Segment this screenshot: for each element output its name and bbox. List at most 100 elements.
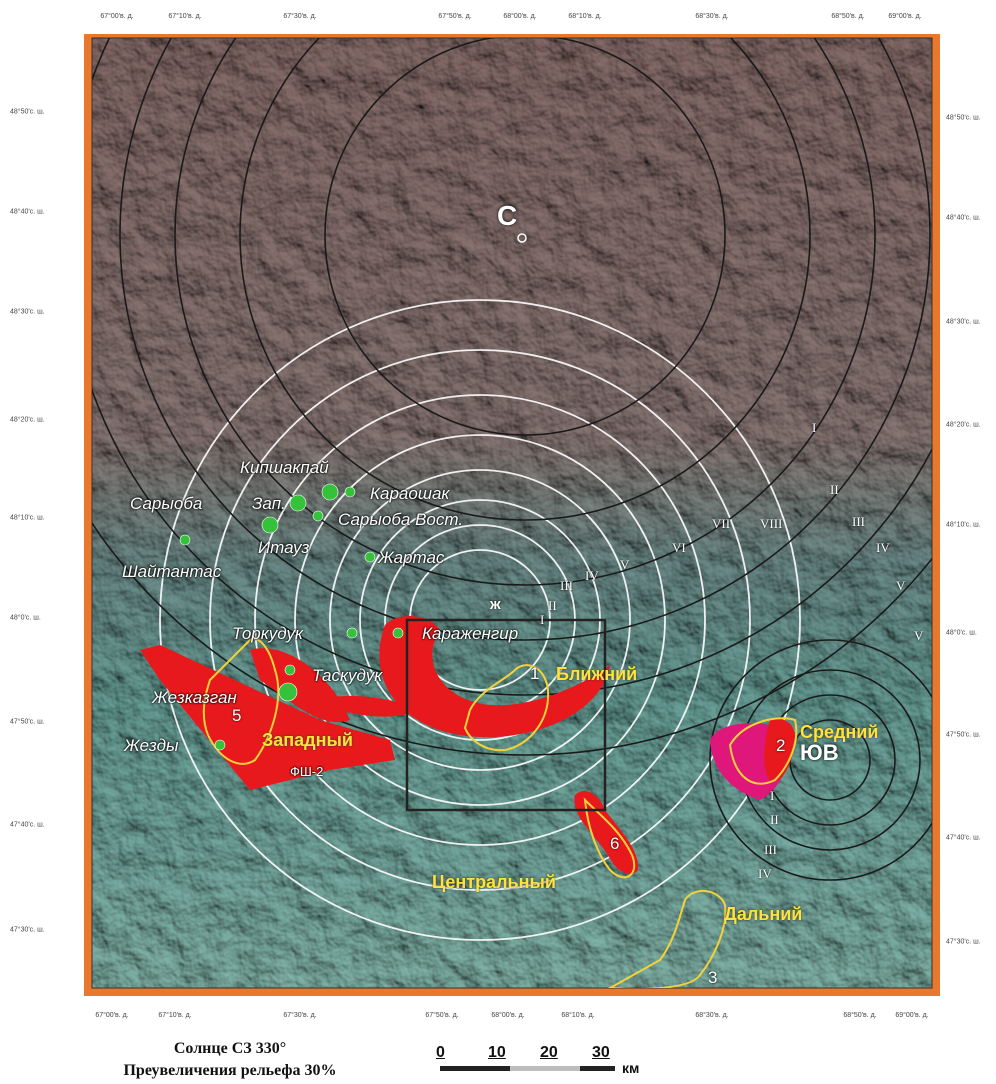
ring-label-white-4: IV <box>585 568 599 583</box>
area-label-tsentralny: Центральный <box>432 872 556 892</box>
ore-body-central-inner <box>320 695 420 717</box>
left-tick-2: 48°40'с. ш. <box>10 208 45 216</box>
area-label-dalniy: Дальний <box>724 904 803 924</box>
center-label-north: С <box>497 200 518 231</box>
caption-sun: Солнце СЗ 330° <box>173 1040 287 1057</box>
deposit-label-zhartas: Жартас <box>378 548 445 567</box>
ring-label-black-5: V <box>896 578 906 593</box>
left-tick-1: 48°50'с. ш. <box>10 108 45 116</box>
ring-label-se-3: III <box>764 842 777 857</box>
right-tick-2: 48°40'с. ш. <box>946 214 981 222</box>
deposit-label-saryoba: Сарыоба <box>130 494 203 513</box>
ring-label-white-5: V <box>620 557 630 572</box>
ring-label-white-2: II <box>548 598 557 613</box>
ore-body-west <box>140 645 395 790</box>
bottom-tick-1: 67°00'в. д. <box>95 1012 129 1019</box>
bottom-tick-8: 68°50'в. д. <box>843 1012 877 1019</box>
ring-label-black-2: II <box>830 482 839 497</box>
right-tick-1: 48°50'с. ш. <box>946 114 981 122</box>
area-number-2: 2 <box>776 736 786 755</box>
top-tick-8: 68°50'в. д. <box>831 13 865 20</box>
area-outlines <box>202 638 798 988</box>
bottom-tick-5: 68°00'в. д. <box>491 1012 525 1019</box>
study-area-rectangle <box>405 618 607 812</box>
deposit-label-karaoshak: Караошак <box>370 484 450 503</box>
area-number-5: 5 <box>232 706 242 725</box>
north-center-marker <box>517 233 527 243</box>
deposit-label-taskuduk: Таскудук <box>312 666 383 685</box>
ring-label-se-1: I <box>770 788 775 803</box>
scale-label-20: 20 <box>540 1044 558 1061</box>
right-tick-3: 48°30'с. ш. <box>946 318 981 326</box>
scale-label-0: 0 <box>436 1044 445 1061</box>
area-label-blizhniy: Ближний <box>556 664 638 684</box>
top-tick-1: 67°00'в. д. <box>100 13 134 20</box>
area-label-zapadny: Западный <box>262 730 353 750</box>
ring-label-black-4: IV <box>876 540 890 555</box>
left-tick-9: 47°30'с. ш. <box>10 926 45 934</box>
center-label-southeast: ЮВ <box>800 740 839 765</box>
top-tick-5: 68°00'в. д. <box>503 13 537 20</box>
bottom-tick-9: 69°00'в. д. <box>895 1012 929 1019</box>
top-tick-2: 67°10'в. д. <box>168 13 202 20</box>
ring-label-white-8: VIII <box>760 516 783 531</box>
bottom-tick-4: 67°50'в. д. <box>425 1012 459 1019</box>
deposit-label-shaitantas: Шайтантас <box>122 562 222 581</box>
deposit-label-karazhengir: Караженгир <box>422 624 519 643</box>
right-tick-6: 48°0'с. ш. <box>946 629 977 637</box>
area-number-3: 3 <box>708 968 718 987</box>
deposit-label-itauz: Итауз <box>258 538 310 557</box>
bottom-tick-6: 68°10'в. д. <box>561 1012 595 1019</box>
ore-body-central-south <box>574 790 639 875</box>
ring-label-white-1: I <box>540 612 545 627</box>
ore-body-southeast-2 <box>764 718 796 781</box>
area-number-6: 6 <box>610 834 620 853</box>
scale-label-10: 10 <box>488 1044 506 1061</box>
bottom-tick-3: 67°30'в. д. <box>283 1012 317 1019</box>
left-tick-4: 48°20'с. ш. <box>10 416 45 424</box>
deposit-label-torkuduk: Торкудук <box>232 624 303 643</box>
scale-label-30: 30 <box>592 1044 610 1061</box>
map-border <box>91 37 933 989</box>
right-tick-8: 47°40'с. ш. <box>946 834 981 842</box>
top-tick-7: 68°30'в. д. <box>695 13 729 20</box>
ring-label-black-1: I <box>812 420 817 435</box>
ring-label-se-4: IV <box>758 866 772 881</box>
left-tick-5: 48°10'с. ш. <box>10 514 45 522</box>
center-label-zh: ж <box>490 596 501 613</box>
ring-label-white-3: III <box>560 578 573 593</box>
deposit-label-zhezdy: Жезды <box>124 736 179 755</box>
black-ring-set-north <box>92 38 932 756</box>
bottom-tick-2: 67°10'в. д. <box>158 1012 192 1019</box>
top-tick-3: 67°30'в. д. <box>283 13 317 20</box>
ring-label-white-6: VI <box>672 540 686 555</box>
top-tick-6: 68°10'в. д. <box>568 13 602 20</box>
deposit-label-saryoba-vost: Сарыоба Вост. <box>338 510 464 529</box>
ring-label-se-2: II <box>770 812 779 827</box>
ring-label-white-7: VII <box>712 516 731 531</box>
area-label-sredniy: Средний <box>800 722 879 742</box>
bottom-tick-7: 68°30'в. д. <box>695 1012 729 1019</box>
ring-label-se-5: V <box>914 628 924 643</box>
deposit-label-zhezkazgan: Жезказган <box>152 688 237 707</box>
top-tick-4: 67°50'в. д. <box>438 13 472 20</box>
ore-body-central-arc <box>379 615 610 738</box>
scale-unit: км <box>622 1060 640 1076</box>
left-tick-7: 47°50'с. ш. <box>10 718 45 726</box>
deposit-label-fsh2: ФШ-2 <box>290 764 324 779</box>
area-number-1: 1 <box>530 664 540 683</box>
left-tick-3: 48°30'с. ш. <box>10 308 45 316</box>
white-ring-set <box>159 299 801 941</box>
scale-bar <box>440 1066 615 1071</box>
right-tick-4: 48°20'с. ш. <box>946 421 981 429</box>
top-tick-9: 69°00'в. д. <box>888 13 922 20</box>
caption-exaggeration: Преувеличения рельефа 30% <box>123 1062 337 1079</box>
deposit-label-zap: Зап. <box>252 494 286 513</box>
left-tick-8: 47°40'с. ш. <box>10 821 45 829</box>
deposit-label-kipshakpai: Кипшакпай <box>240 458 329 477</box>
right-tick-7: 47°50'с. ш. <box>946 731 981 739</box>
deposit-points <box>179 483 404 751</box>
ring-label-black-3: III <box>852 514 865 529</box>
